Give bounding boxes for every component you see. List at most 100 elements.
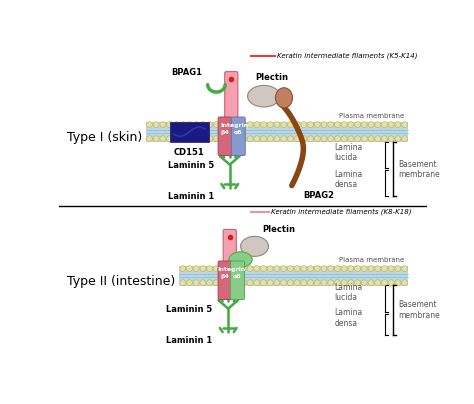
Circle shape xyxy=(200,280,206,286)
Circle shape xyxy=(254,280,260,286)
Text: Keratin intermediate filaments (K5-K14): Keratin intermediate filaments (K5-K14) xyxy=(277,53,418,59)
Circle shape xyxy=(267,280,273,286)
Circle shape xyxy=(314,265,320,271)
Circle shape xyxy=(287,280,293,286)
Circle shape xyxy=(267,122,273,128)
Circle shape xyxy=(328,280,334,286)
Circle shape xyxy=(308,122,314,128)
Circle shape xyxy=(261,136,266,142)
Circle shape xyxy=(214,136,219,142)
Circle shape xyxy=(167,136,173,142)
FancyBboxPatch shape xyxy=(231,117,245,156)
Circle shape xyxy=(193,136,200,142)
Circle shape xyxy=(395,265,401,271)
Circle shape xyxy=(247,136,253,142)
Circle shape xyxy=(395,280,401,286)
Bar xyxy=(170,122,209,142)
Text: Laminin 1: Laminin 1 xyxy=(166,336,213,345)
Circle shape xyxy=(328,265,334,271)
Circle shape xyxy=(368,136,374,142)
Circle shape xyxy=(207,280,212,286)
Circle shape xyxy=(294,122,300,128)
FancyBboxPatch shape xyxy=(225,72,238,147)
Circle shape xyxy=(301,280,307,286)
Circle shape xyxy=(368,122,374,128)
Circle shape xyxy=(361,136,367,142)
Circle shape xyxy=(180,265,186,271)
Circle shape xyxy=(240,122,246,128)
Circle shape xyxy=(167,122,173,128)
Circle shape xyxy=(341,280,347,286)
Circle shape xyxy=(348,265,354,271)
Circle shape xyxy=(375,265,381,271)
Text: α6: α6 xyxy=(233,274,242,279)
Circle shape xyxy=(301,136,307,142)
Circle shape xyxy=(368,265,374,271)
FancyBboxPatch shape xyxy=(230,261,245,299)
Circle shape xyxy=(160,122,166,128)
Circle shape xyxy=(254,122,260,128)
Circle shape xyxy=(200,136,206,142)
Circle shape xyxy=(294,265,300,271)
Circle shape xyxy=(193,280,199,286)
Circle shape xyxy=(388,122,394,128)
Circle shape xyxy=(274,122,280,128)
Circle shape xyxy=(355,280,361,286)
Text: CD151: CD151 xyxy=(174,148,205,157)
Circle shape xyxy=(146,136,152,142)
Circle shape xyxy=(361,265,367,271)
Circle shape xyxy=(193,122,200,128)
Circle shape xyxy=(200,122,206,128)
Circle shape xyxy=(187,122,192,128)
Circle shape xyxy=(335,122,340,128)
Text: Integrin: Integrin xyxy=(217,267,246,272)
Circle shape xyxy=(395,122,401,128)
Circle shape xyxy=(401,136,408,142)
Circle shape xyxy=(240,265,246,271)
Circle shape xyxy=(274,265,280,271)
Circle shape xyxy=(281,136,287,142)
Circle shape xyxy=(213,280,219,286)
Circle shape xyxy=(247,280,253,286)
Circle shape xyxy=(335,265,340,271)
Circle shape xyxy=(287,265,293,271)
Circle shape xyxy=(261,122,266,128)
Circle shape xyxy=(288,122,293,128)
Circle shape xyxy=(274,280,280,286)
Circle shape xyxy=(348,280,354,286)
Circle shape xyxy=(207,265,212,271)
Circle shape xyxy=(274,136,280,142)
Bar xyxy=(146,122,408,142)
Circle shape xyxy=(328,136,334,142)
Text: Basement
membrane: Basement membrane xyxy=(398,160,440,179)
Circle shape xyxy=(234,280,239,286)
Circle shape xyxy=(294,280,300,286)
Circle shape xyxy=(220,136,226,142)
Text: Plectin: Plectin xyxy=(262,225,295,234)
Text: Type II (intestine): Type II (intestine) xyxy=(67,275,175,288)
Circle shape xyxy=(355,122,361,128)
FancyBboxPatch shape xyxy=(218,261,232,299)
Circle shape xyxy=(227,136,233,142)
Text: Laminin 5: Laminin 5 xyxy=(166,305,213,314)
Text: Lamina
lucida: Lamina lucida xyxy=(334,283,363,302)
Circle shape xyxy=(335,136,340,142)
Text: BPAG1: BPAG1 xyxy=(172,68,202,77)
Text: Plectin: Plectin xyxy=(255,74,288,82)
Circle shape xyxy=(254,136,260,142)
Circle shape xyxy=(234,136,240,142)
Circle shape xyxy=(186,265,192,271)
Circle shape xyxy=(173,136,179,142)
Circle shape xyxy=(348,122,354,128)
Ellipse shape xyxy=(275,88,292,108)
Circle shape xyxy=(240,280,246,286)
Text: β4: β4 xyxy=(221,274,229,279)
Circle shape xyxy=(314,136,320,142)
Ellipse shape xyxy=(247,85,280,107)
Circle shape xyxy=(261,280,266,286)
Circle shape xyxy=(375,136,381,142)
Circle shape xyxy=(308,136,314,142)
Circle shape xyxy=(321,136,327,142)
Circle shape xyxy=(301,265,307,271)
Circle shape xyxy=(220,122,226,128)
